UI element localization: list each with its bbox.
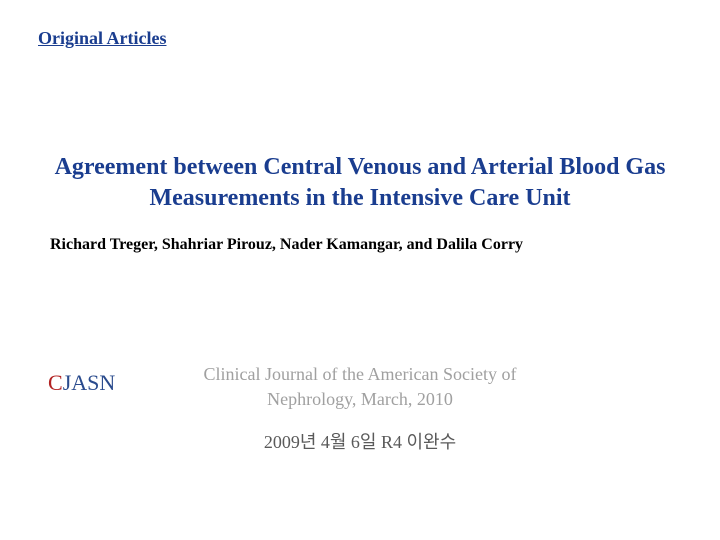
article-title: Agreement between Central Venous and Art… [0,152,720,214]
authors-list: Richard Treger, Shahriar Pirouz, Nader K… [50,236,523,254]
journal-logo: CJASN [48,370,115,396]
presentation-date: 2009년 4월 6일 R4 이완수 [160,428,560,454]
journal-citation: Clinical Journal of the American Society… [160,362,560,412]
logo-jasn-text: JASN [63,370,116,395]
logo-c-letter: C [48,370,63,395]
section-label: Original Articles [38,28,166,49]
